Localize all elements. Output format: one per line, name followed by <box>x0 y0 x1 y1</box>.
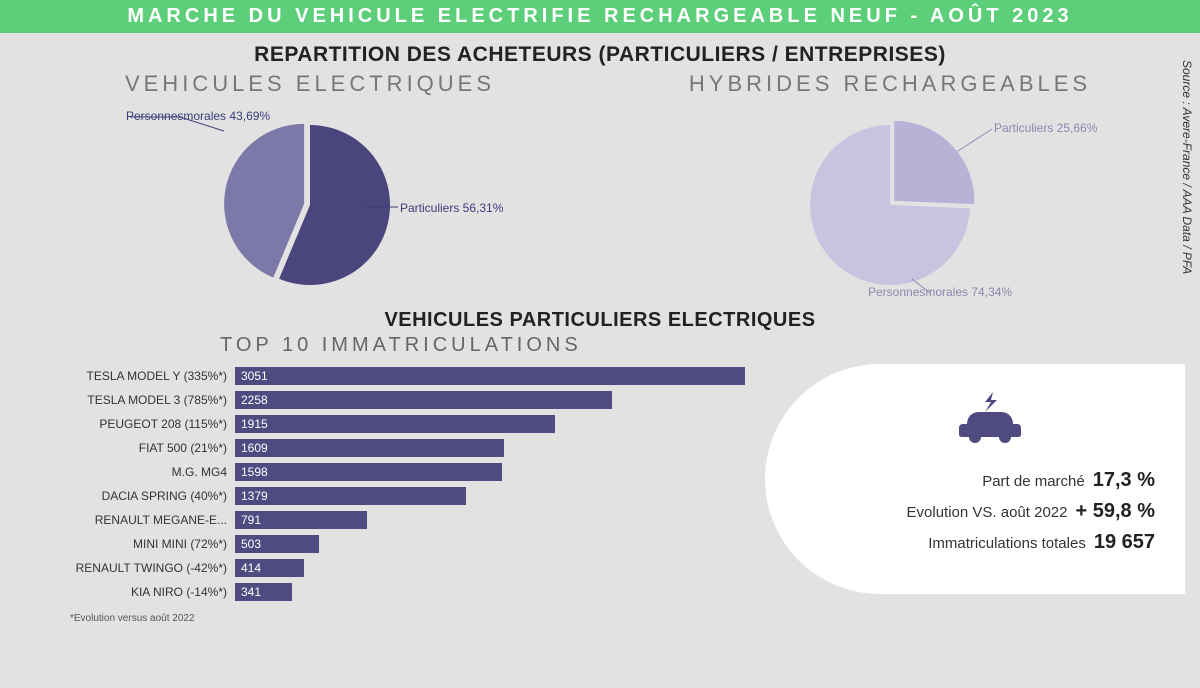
stat-line: Part de marché 17,3 % <box>805 469 1175 492</box>
stat-line: Evolution VS. août 2022 + 59,8 % <box>805 500 1175 523</box>
bar-label: TESLA MODEL Y (335%*) <box>60 369 235 383</box>
bar-label: RENAULT MEGANE-E... <box>60 513 235 527</box>
bar-fill: 1915 <box>235 415 555 433</box>
bar-fill: 503 <box>235 535 319 553</box>
bar-row: PEUGEOT 208 (115%*)1915 <box>60 413 745 435</box>
bar-fill: 1379 <box>235 487 466 505</box>
stat-line: Immatriculations totales 19 657 <box>805 531 1175 554</box>
bar-fill: 2258 <box>235 391 612 409</box>
pie-slice-label: Personnesmorales 74,34% <box>868 285 1012 299</box>
bar-label: KIA NIRO (-14%*) <box>60 585 235 599</box>
pie-slice-label: Particuliers 56,31% <box>400 201 503 215</box>
bar-row: M.G. MG41598 <box>60 461 745 483</box>
bar-label: M.G. MG4 <box>60 465 235 479</box>
bar-label: DACIA SPRING (40%*) <box>60 489 235 503</box>
bars-title: TOP 10 IMMATRICULATIONS <box>220 334 745 357</box>
stat-label: Part de marché <box>982 473 1085 490</box>
bar-row: DACIA SPRING (40%*)1379 <box>60 485 745 507</box>
bar-fill: 791 <box>235 511 367 529</box>
bar-row: TESLA MODEL Y (335%*)3051 <box>60 365 745 387</box>
stat-value: 17,3 % <box>1093 469 1155 492</box>
pie-slice-label: Particuliers 25,66% <box>994 121 1097 135</box>
source-credit: Source : Avere-France / AAA Data / PFA <box>1180 60 1194 274</box>
stats-block: Part de marché 17,3 % Evolution VS. août 2… <box>765 334 1170 624</box>
stat-value: + 59,8 % <box>1075 500 1155 523</box>
pie-slice-label: Personnesmorales 43,69% <box>126 109 270 123</box>
bar-row: TESLA MODEL 3 (785%*)2258 <box>60 389 745 411</box>
pie-title-right: HYBRIDES RECHARGEABLES <box>610 71 1170 97</box>
bar-fill: 1609 <box>235 439 504 457</box>
pie-title-left: VEHICULES ELECTRIQUES <box>30 71 590 97</box>
pie-block-right: HYBRIDES RECHARGEABLES Particuliers 25,6… <box>610 71 1170 301</box>
bar-row: RENAULT TWINGO (-42%*)414 <box>60 557 745 579</box>
bars-block: TOP 10 IMMATRICULATIONS TESLA MODEL Y (3… <box>60 334 745 624</box>
bar-label: FIAT 500 (21%*) <box>60 441 235 455</box>
pie-chart-right: Particuliers 25,66% Personnesmorales 74,3… <box>610 101 1170 301</box>
stat-label: Immatriculations totales <box>928 535 1086 552</box>
car-icon <box>805 390 1175 451</box>
section1-title: REPARTITION DES ACHETEURS (PARTICULIERS … <box>0 43 1200 67</box>
bars-footnote: *Evolution versus août 2022 <box>70 613 745 624</box>
bar-row: KIA NIRO (-14%*)341 <box>60 581 745 603</box>
pie-block-left: VEHICULES ELECTRIQUES Particuliers 56,31… <box>30 71 590 301</box>
pie-slice <box>894 121 974 204</box>
pie-chart-left: Particuliers 56,31% Personnesmorales 43,6… <box>30 101 590 301</box>
bar-label: RENAULT TWINGO (-42%*) <box>60 561 235 575</box>
pie-row: VEHICULES ELECTRIQUES Particuliers 56,31… <box>0 71 1200 301</box>
lower-row: TOP 10 IMMATRICULATIONS TESLA MODEL Y (3… <box>0 334 1200 624</box>
bar-fill: 3051 <box>235 367 745 385</box>
bar-fill: 341 <box>235 583 292 601</box>
stats-lines: Part de marché 17,3 % Evolution VS. août 2… <box>805 469 1175 554</box>
bar-row: FIAT 500 (21%*)1609 <box>60 437 745 459</box>
bar-row: MINI MINI (72%*)503 <box>60 533 745 555</box>
bar-row: RENAULT MEGANE-E...791 <box>60 509 745 531</box>
bar-fill: 1598 <box>235 463 502 481</box>
bar-label: PEUGEOT 208 (115%*) <box>60 417 235 431</box>
section2-title: VEHICULES PARTICULIERS ELECTRIQUES <box>0 309 1200 332</box>
stats-pill: Part de marché 17,3 % Evolution VS. août 2… <box>765 364 1185 594</box>
bar-fill: 414 <box>235 559 304 577</box>
banner-title: MARCHE DU VEHICULE ELECTRIFIE RECHARGEAB… <box>0 0 1200 33</box>
bar-label: MINI MINI (72%*) <box>60 537 235 551</box>
bars-container: TESLA MODEL Y (335%*)3051TESLA MODEL 3 (… <box>60 365 745 603</box>
stat-label: Evolution VS. août 2022 <box>907 504 1068 521</box>
stat-value: 19 657 <box>1094 531 1155 554</box>
bar-label: TESLA MODEL 3 (785%*) <box>60 393 235 407</box>
